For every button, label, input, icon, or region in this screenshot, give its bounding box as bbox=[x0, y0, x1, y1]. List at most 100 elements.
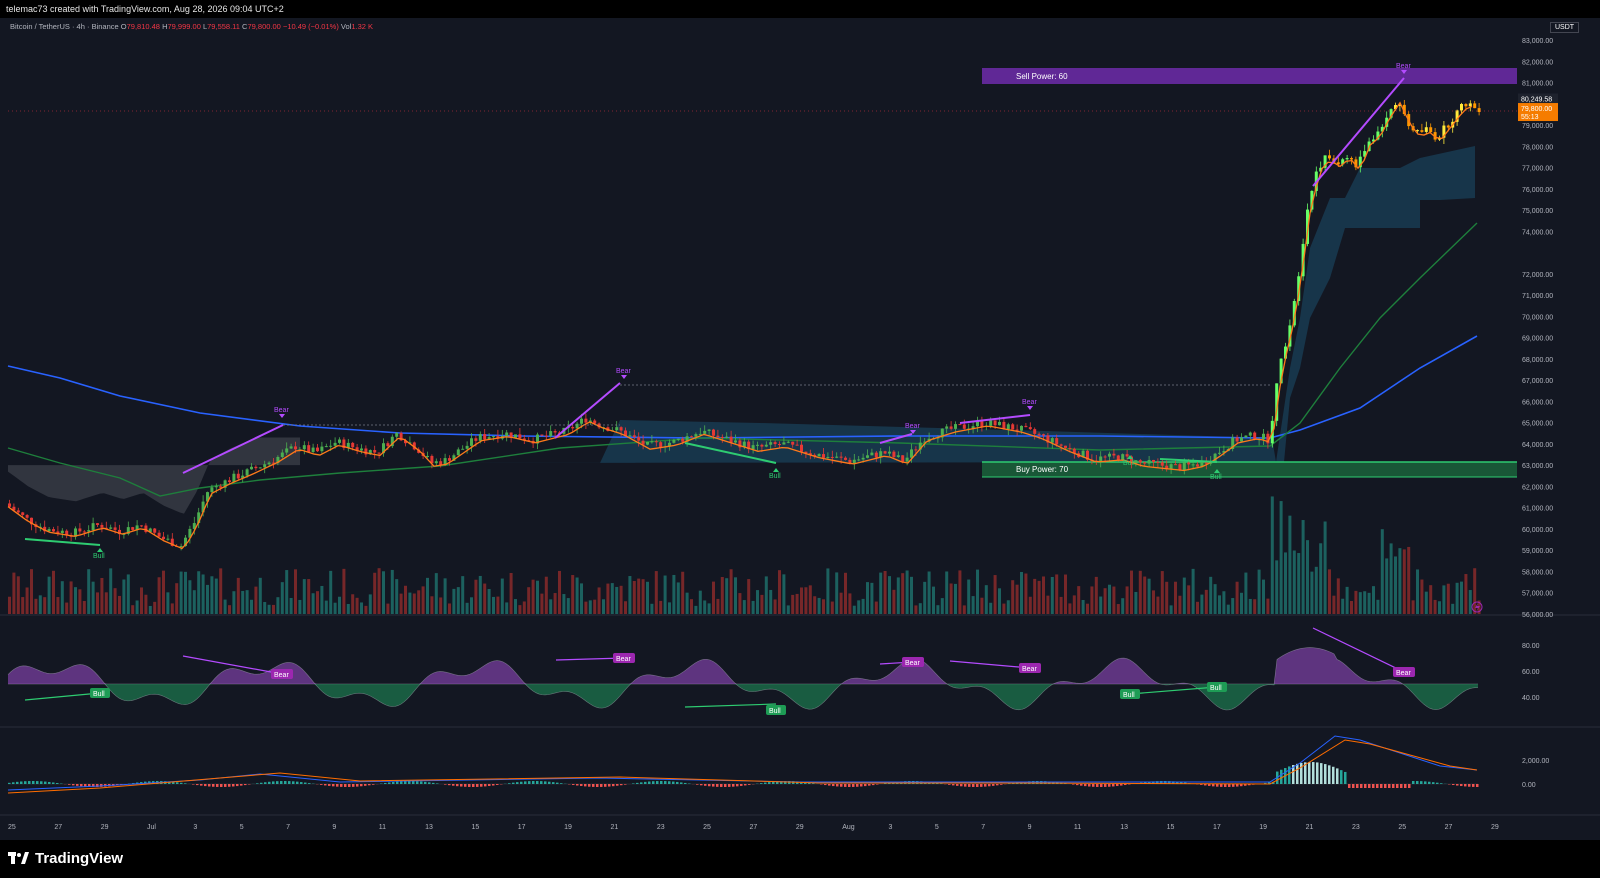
macd-histogram-bar bbox=[36, 781, 39, 784]
macd-histogram-bar bbox=[52, 782, 55, 784]
bull-label: Bull bbox=[93, 553, 105, 560]
candle-body bbox=[1042, 434, 1045, 436]
volume-bar bbox=[412, 593, 416, 614]
candle-body bbox=[1468, 103, 1472, 107]
candle-body bbox=[496, 436, 500, 439]
macd-histogram-bar bbox=[408, 781, 411, 784]
volume-bar bbox=[822, 599, 825, 614]
macd-histogram-bar bbox=[276, 781, 279, 784]
candle-body bbox=[1389, 109, 1393, 118]
price-tick-label: 59,000.00 bbox=[1522, 548, 1553, 555]
buy-power-label: Buy Power: 70 bbox=[1016, 465, 1069, 474]
chart-area[interactable]: Sell Power: 60 Buy Power: 70 Bear Bear Bear B… bbox=[0, 18, 1600, 840]
candle-body bbox=[716, 435, 720, 437]
volume-bar bbox=[162, 570, 165, 614]
volume-bar bbox=[1240, 592, 1243, 614]
volume-bar bbox=[474, 579, 478, 614]
volume-bar bbox=[1130, 570, 1133, 614]
time-tick-label: 9 bbox=[1028, 824, 1032, 831]
candle-body bbox=[694, 434, 698, 437]
volume-bar bbox=[1262, 579, 1265, 614]
volume-bar bbox=[69, 581, 73, 614]
symbol-name[interactable]: Bitcoin / TetherUS · 4h · Binance bbox=[10, 22, 119, 31]
candle-body bbox=[188, 528, 192, 538]
macd-histogram-bar bbox=[1108, 784, 1111, 787]
candle-body bbox=[949, 426, 953, 429]
candle-body bbox=[1064, 445, 1067, 448]
volume-bar bbox=[170, 603, 174, 614]
macd-histogram-bar bbox=[644, 781, 647, 784]
macd-histogram-bar bbox=[1452, 784, 1455, 786]
candle-body bbox=[430, 455, 434, 464]
volume-bar bbox=[214, 578, 218, 614]
volume-bar bbox=[232, 591, 236, 614]
candle-body bbox=[465, 445, 469, 449]
macd-histogram-bar bbox=[992, 784, 995, 786]
macd-histogram-bar bbox=[1288, 766, 1291, 784]
tradingview-logo-icon bbox=[8, 851, 29, 864]
price-tick-label: 76,000.00 bbox=[1522, 187, 1553, 194]
candle-body bbox=[747, 441, 751, 450]
currency-badge[interactable]: USDT bbox=[1550, 22, 1580, 33]
macd-histogram-bar bbox=[48, 781, 51, 784]
macd-histogram-bar bbox=[300, 782, 303, 784]
sell-power-zone bbox=[982, 68, 1517, 84]
candle-body bbox=[386, 443, 390, 447]
volume-bar bbox=[654, 571, 658, 614]
candle-body bbox=[206, 492, 209, 502]
macd-histogram-bar bbox=[228, 784, 231, 787]
volume-bar bbox=[52, 570, 55, 614]
candle-body bbox=[1182, 462, 1186, 471]
volume-bar bbox=[382, 571, 385, 614]
macd-histogram-bar bbox=[304, 782, 307, 784]
volume-bar bbox=[368, 594, 372, 614]
candle-body bbox=[527, 440, 531, 442]
volume-bar bbox=[1235, 581, 1239, 614]
rsi-bull-divergence bbox=[24, 692, 101, 701]
candle-body bbox=[1196, 464, 1199, 467]
macd-histogram-bar bbox=[452, 784, 455, 786]
candle-body bbox=[285, 448, 289, 453]
time-tick-label: 3 bbox=[889, 824, 893, 831]
ma-50-line bbox=[7, 222, 1478, 497]
close-label: C bbox=[242, 22, 248, 31]
volume-bar bbox=[958, 570, 962, 614]
macd-histogram-bar bbox=[1172, 781, 1175, 784]
cloud-teal bbox=[440, 146, 1475, 463]
candle-body bbox=[82, 531, 86, 533]
candle-body bbox=[118, 529, 121, 535]
candle-body bbox=[170, 538, 174, 546]
candle-body bbox=[1050, 438, 1054, 443]
volume-bar bbox=[676, 582, 680, 614]
symbol-legend[interactable]: Bitcoin / TetherUS · 4h · Binance O79,81… bbox=[10, 22, 373, 31]
candle-body bbox=[892, 451, 896, 458]
macd-histogram-bar bbox=[1312, 762, 1315, 784]
macd-histogram-bar bbox=[1092, 784, 1095, 787]
bear-marker bbox=[1027, 406, 1033, 410]
volume-bar bbox=[1284, 552, 1287, 614]
volume-bar bbox=[826, 568, 830, 614]
candle-body bbox=[522, 438, 526, 441]
countdown-text: 55:13 bbox=[1521, 114, 1539, 121]
price-tick-label: 71,000.00 bbox=[1522, 293, 1553, 300]
macd-histogram-bar bbox=[16, 781, 19, 784]
candle-body bbox=[1099, 456, 1103, 462]
volume-bar bbox=[1015, 584, 1019, 614]
volume-bar bbox=[668, 602, 671, 614]
candle-body bbox=[232, 473, 236, 483]
price-tick-label: 61,000.00 bbox=[1522, 506, 1553, 513]
candle-body bbox=[192, 523, 196, 529]
tradingview-logo[interactable]: TradingView bbox=[8, 850, 123, 867]
macd-histogram-bar bbox=[652, 781, 655, 784]
macd-histogram-bar bbox=[592, 784, 595, 787]
rsi-tick-label: 80.00 bbox=[1522, 643, 1540, 650]
candle-body bbox=[404, 440, 407, 444]
candle-body bbox=[390, 436, 394, 447]
volume-bar bbox=[496, 596, 500, 614]
candle-body bbox=[580, 418, 583, 424]
candle-body bbox=[980, 421, 984, 427]
volume-bar bbox=[602, 599, 605, 614]
macd-histogram-bar bbox=[220, 784, 223, 787]
volume-bar bbox=[351, 594, 355, 614]
